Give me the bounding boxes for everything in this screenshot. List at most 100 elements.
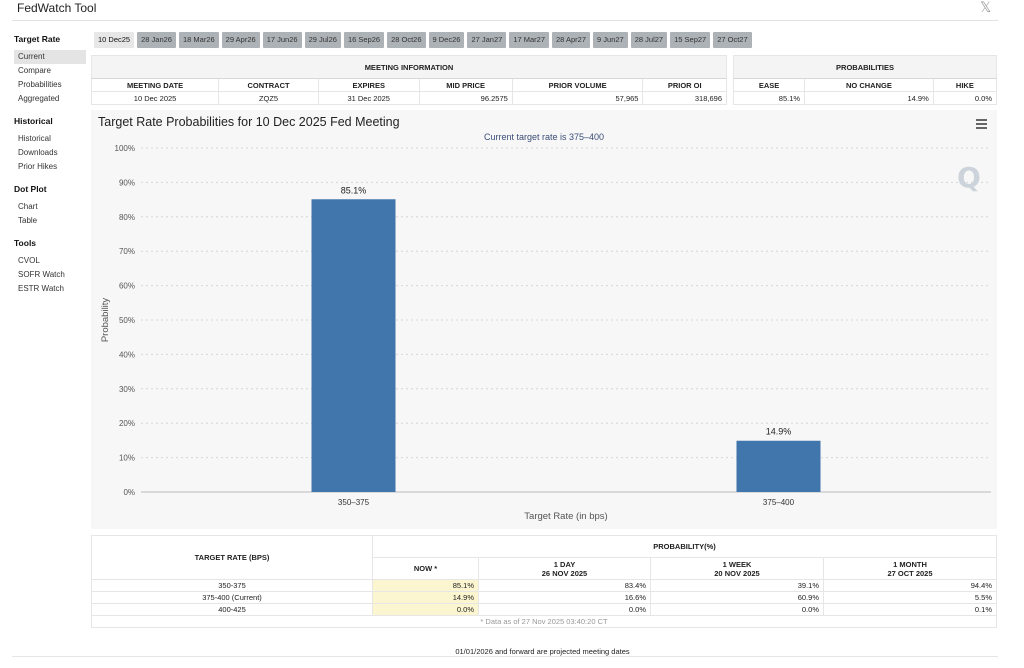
tab-meeting[interactable]: 16 Sep26 (343, 32, 385, 48)
target-rate-cell: 400-425 (91, 603, 373, 616)
tab-meeting[interactable]: 9 Jun27 (593, 32, 628, 48)
y-tick-label: 90% (119, 178, 135, 187)
meeting-tabs: 10 Dec25 28 Jan26 18 Mar26 29 Apr26 17 J… (94, 32, 752, 48)
mid-price: 96.2575 (418, 91, 513, 105)
y-tick-label: 0% (123, 488, 135, 497)
value-cell-now: 0.0% (372, 603, 479, 616)
sidebar-group-dot-plot: Dot Plot Chart Table (14, 184, 86, 228)
y-tick-label: 50% (119, 316, 135, 325)
hike-value: 0.0% (932, 91, 998, 105)
sidebar-item-probabilities[interactable]: Probabilities (18, 80, 62, 89)
value-cell: 39.1% (650, 579, 824, 592)
sidebar-item-current[interactable]: Current (14, 50, 86, 64)
sidebar-item-sofr-watch[interactable]: SOFR Watch (18, 270, 65, 279)
target-rate-header: TARGET RATE (BPS) (91, 535, 373, 580)
tab-meeting[interactable]: 15 Sep27 (670, 32, 711, 48)
value-cell-now: 14.9% (372, 591, 479, 604)
tab-meeting[interactable]: 17 Jun26 (262, 32, 302, 48)
tab-meeting[interactable]: 27 Jan27 (467, 32, 507, 48)
column-header: NO CHANGE (804, 78, 934, 92)
table-row: 85.1% 14.9% 0.0% (732, 91, 998, 105)
footer-note: 01/01/2026 and forward are projected mee… (455, 647, 630, 656)
x-logo-icon[interactable]: 𝕏 (980, 0, 992, 16)
bottom-divider (12, 656, 998, 657)
top-divider (12, 20, 998, 21)
period-header-1-week: 1 WEEK 20 NOV 2025 (650, 557, 824, 580)
value-cell: 0.1% (823, 603, 997, 616)
column-header: MID PRICE (418, 78, 513, 92)
column-header: CONTRACT (218, 78, 319, 92)
sidebar-item-aggregated[interactable]: Aggregated (18, 94, 60, 103)
ease-value: 85.1% (732, 91, 806, 105)
x-axis-title: Target Rate (in bps) (524, 511, 607, 522)
tab-meeting[interactable]: 9 Dec26 (428, 32, 465, 48)
x-tick-label: 375–400 (763, 498, 795, 507)
sidebar-group-target-rate: Target Rate Current Compare Probabilitie… (14, 34, 86, 106)
y-tick-label: 80% (119, 213, 135, 222)
probabilities-caption: PROBABILITIES (733, 55, 997, 79)
meeting-date: 10 Dec 2025 (90, 91, 220, 105)
sidebar-heading: Target Rate (14, 34, 61, 44)
tab-meeting[interactable]: 28 Apr27 (552, 32, 591, 48)
y-tick-label: 10% (119, 454, 135, 463)
column-header: EASE (732, 78, 806, 92)
column-header: PRIOR VOLUME (511, 78, 644, 92)
no-change-value: 14.9% (804, 91, 934, 105)
value-cell: 94.4% (823, 579, 997, 592)
column-header: HIKE (932, 78, 998, 92)
sidebar-item-chart[interactable]: Chart (18, 202, 38, 211)
sidebar-item-downloads[interactable]: Downloads (18, 148, 58, 157)
value-cell: 83.4% (478, 579, 651, 592)
period-header-1-month: 1 MONTH 27 OCT 2025 (823, 557, 997, 580)
table-row: 375-400 (Current) 14.9% 16.6% 60.9% 5.5% (91, 591, 997, 604)
sidebar-item-historical[interactable]: Historical (18, 134, 51, 143)
tab-meeting[interactable]: 18 Mar26 (178, 32, 219, 48)
tab-meeting[interactable]: 17 Mar27 (509, 32, 549, 48)
q-logo-icon: Q (957, 161, 981, 194)
table-row: 10 Dec 2025 ZQZ5 31 Dec 2025 96.2575 57,… (90, 91, 727, 105)
bar-chart: 0% 10% 20% 30% 40% 50% 60% 70% 80% 90% 100% 85.1% 35… (100, 144, 991, 522)
meeting-info-table: MEETING INFORMATION MEETING DATE CONTRAC… (90, 55, 727, 105)
sidebar-item-cvol[interactable]: CVOL (18, 256, 40, 265)
hamburger-menu-icon[interactable] (976, 119, 987, 131)
expires: 31 Dec 2025 (317, 91, 420, 105)
y-axis-title: Probability (100, 298, 111, 343)
tab-meeting[interactable]: 29 Jul26 (304, 32, 341, 48)
period-header-now: NOW * (372, 557, 479, 580)
data-label: 85.1% (341, 185, 367, 195)
bar (311, 199, 396, 493)
target-rate-cell: 375-400 (Current) (91, 591, 373, 604)
tab-meeting[interactable]: 28 Oct26 (387, 32, 426, 48)
data-label: 14.9% (766, 427, 792, 437)
sidebar-heading: Tools (14, 238, 37, 248)
column-header: MEETING DATE (90, 78, 220, 92)
x-tick-label: 350–375 (338, 498, 370, 507)
sidebar-item-compare[interactable]: Compare (18, 66, 51, 75)
period-header-1-day: 1 DAY 26 NOV 2025 (478, 557, 651, 580)
sidebar-heading: Historical (14, 116, 53, 126)
sidebar-item-estr-watch[interactable]: ESTR Watch (18, 284, 64, 293)
tab-meeting[interactable]: 10 Dec25 (94, 32, 135, 48)
table-row: 350-375 85.1% 83.4% 39.1% 94.4% (91, 579, 997, 592)
meeting-info-caption: MEETING INFORMATION (91, 55, 727, 79)
value-cell: 0.0% (650, 603, 824, 616)
tab-meeting[interactable]: 28 Jan26 (137, 32, 176, 48)
value-cell: 16.6% (478, 591, 651, 604)
tab-meeting[interactable]: 29 Apr26 (221, 32, 260, 48)
column-header: EXPIRES (317, 78, 420, 92)
chart-subtitle: Current target rate is 375–400 (483, 132, 605, 142)
y-tick-label: 40% (119, 350, 135, 359)
probability-header: PROBABILITY(%) (372, 535, 997, 558)
target-rate-cell: 350-375 (91, 579, 373, 592)
sidebar-item-table[interactable]: Table (18, 216, 38, 225)
tab-meeting[interactable]: 28 Jul27 (630, 32, 668, 48)
tab-meeting[interactable]: 27 Oct27 (713, 32, 752, 48)
bar (736, 440, 821, 492)
column-header: PRIOR OI (642, 78, 727, 92)
sidebar-group-historical: Historical Historical Downloads Prior Hi… (14, 116, 86, 174)
value-cell: 60.9% (650, 591, 824, 604)
sidebar-item-prior-hikes[interactable]: Prior Hikes (18, 162, 58, 171)
y-tick-label: 30% (119, 385, 135, 394)
sidebar-group-tools: Tools CVOL SOFR Watch ESTR Watch (14, 238, 86, 296)
contract: ZQZ5 (218, 91, 319, 105)
